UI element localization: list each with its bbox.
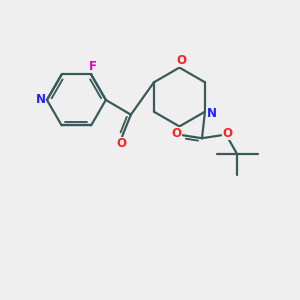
Text: O: O bbox=[171, 127, 182, 140]
Text: O: O bbox=[223, 127, 232, 140]
Text: F: F bbox=[88, 60, 97, 73]
Text: O: O bbox=[176, 54, 186, 67]
Text: O: O bbox=[116, 137, 126, 150]
Text: N: N bbox=[35, 93, 46, 106]
Text: N: N bbox=[206, 107, 216, 120]
